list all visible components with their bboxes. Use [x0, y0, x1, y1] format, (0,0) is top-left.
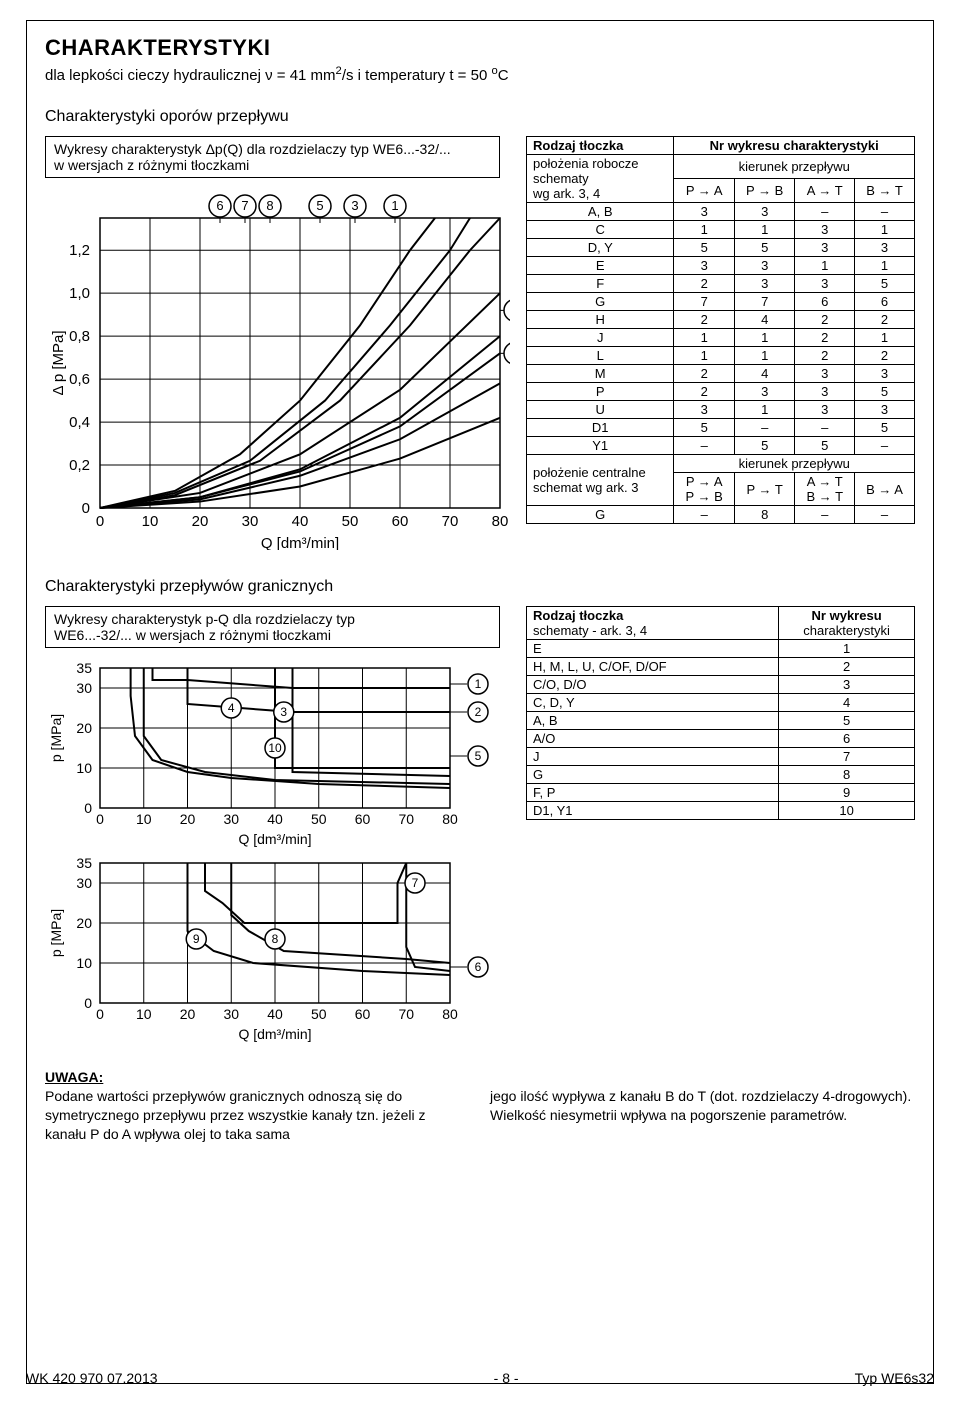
- svg-text:30: 30: [76, 680, 92, 696]
- svg-text:50: 50: [342, 513, 359, 530]
- svg-text:Q [dm³/min]: Q [dm³/min]: [238, 831, 311, 847]
- subtitle-prefix: dla lepkości cieczy hydraulicznej ν = 41…: [45, 67, 336, 84]
- notes-row: UWAGA: Podane wartości przepływów granic…: [45, 1068, 915, 1144]
- svg-text:8: 8: [266, 198, 273, 213]
- chart1-wrap: 0 10 20 30 40 50 60 70 80 0 0,2 0,4 0,6 0,8 1,0 1,2 6 7 8 5…: [45, 190, 510, 550]
- svg-text:1: 1: [391, 198, 398, 213]
- svg-text:20: 20: [180, 1006, 196, 1022]
- table1-box: Rodzaj tłoczkaNr wykresu charakterystyki…: [526, 136, 915, 524]
- chart3-svg: 0 10 20 30 40 50 60 70 80 0 10 20 30 35 6 7 8 9 Q [dm³/min…: [45, 855, 510, 1050]
- svg-text:0,6: 0,6: [69, 371, 90, 388]
- footer-center: - 8 -: [494, 1370, 519, 1386]
- svg-text:7: 7: [241, 198, 248, 213]
- svg-text:10: 10: [268, 741, 282, 755]
- svg-text:80: 80: [442, 811, 458, 827]
- svg-text:50: 50: [311, 811, 327, 827]
- svg-text:0: 0: [84, 800, 92, 816]
- chart1-column: Wykresy charakterystyk Δp(Q) dla rozdzie…: [45, 136, 510, 550]
- svg-text:5: 5: [475, 749, 482, 763]
- svg-text:40: 40: [267, 1006, 283, 1022]
- svg-text:0: 0: [96, 513, 104, 530]
- svg-text:5: 5: [316, 198, 323, 213]
- svg-text:30: 30: [76, 875, 92, 891]
- svg-text:60: 60: [392, 513, 409, 530]
- uwaga-label: UWAGA:: [45, 1069, 103, 1085]
- svg-text:0,2: 0,2: [69, 457, 90, 474]
- footer-left: WK 420 970 07.2013: [26, 1370, 158, 1386]
- svg-text:1,0: 1,0: [69, 285, 90, 302]
- svg-text:10: 10: [76, 760, 92, 776]
- svg-text:70: 70: [442, 513, 459, 530]
- svg-text:10: 10: [136, 1006, 152, 1022]
- chart2-svg: 0 10 20 30 40 50 60 70 80 0 10 20 30 35 1 2 3 4 5 10 Q [dm³/…: [45, 660, 510, 855]
- svg-text:10: 10: [142, 513, 159, 530]
- page-title: CHARAKTERYSTYKI: [45, 35, 915, 61]
- svg-text:20: 20: [192, 513, 209, 530]
- svg-text:40: 40: [292, 513, 309, 530]
- svg-text:30: 30: [223, 1006, 239, 1022]
- svg-text:0,8: 0,8: [69, 328, 90, 345]
- notes-left: Podane wartości przepływów granicznych o…: [45, 1088, 425, 1142]
- svg-text:60: 60: [355, 1006, 371, 1022]
- svg-text:p [MPa]: p [MPa]: [48, 714, 64, 762]
- svg-text:30: 30: [223, 811, 239, 827]
- chart1-svg: 0 10 20 30 40 50 60 70 80 0 0,2 0,4 0,6 0,8 1,0 1,2 6 7 8 5…: [45, 190, 510, 550]
- svg-text:3: 3: [351, 198, 358, 213]
- svg-text:2: 2: [475, 705, 482, 719]
- svg-text:1: 1: [475, 677, 482, 691]
- svg-text:35: 35: [76, 660, 92, 676]
- svg-text:7: 7: [412, 876, 419, 890]
- svg-text:1,2: 1,2: [69, 242, 90, 259]
- svg-text:6: 6: [475, 960, 482, 974]
- footer: WK 420 970 07.2013 - 8 - Typ WE6s32: [26, 1370, 934, 1386]
- chart2-caption: Wykresy charakterystyk p-Q dla rozdziela…: [45, 606, 500, 648]
- svg-text:20: 20: [76, 915, 92, 931]
- svg-text:35: 35: [76, 855, 92, 871]
- svg-text:10: 10: [136, 811, 152, 827]
- chart1-caption: Wykresy charakterystyk Δp(Q) dla rozdzie…: [45, 136, 500, 178]
- svg-text:Δ p [MPa]: Δ p [MPa]: [50, 330, 67, 395]
- svg-text:4: 4: [228, 701, 235, 715]
- svg-text:70: 70: [398, 1006, 414, 1022]
- svg-text:0: 0: [82, 500, 90, 517]
- svg-text:6: 6: [216, 198, 223, 213]
- section1-heading: Charakterystyki oporów przepływu: [45, 108, 915, 126]
- subtitle-mid: /s i temperatury t = 50: [342, 67, 492, 84]
- svg-text:40: 40: [267, 811, 283, 827]
- chart23-column: Wykresy charakterystyk p-Q dla rozdziela…: [45, 606, 510, 1050]
- page-subtitle: dla lepkości cieczy hydraulicznej ν = 41…: [45, 65, 915, 84]
- svg-text:50: 50: [311, 1006, 327, 1022]
- table2-box: Rodzaj tłoczkaschematy - ark. 3, 4Nr wyk…: [526, 606, 915, 820]
- svg-text:20: 20: [76, 720, 92, 736]
- notes-right: jego ilość wypływa z kanału B do T (dot.…: [490, 1088, 911, 1123]
- svg-text:80: 80: [442, 1006, 458, 1022]
- svg-text:30: 30: [242, 513, 259, 530]
- subtitle-c: C: [498, 67, 509, 84]
- svg-text:p [MPa]: p [MPa]: [48, 909, 64, 957]
- svg-text:9: 9: [193, 932, 200, 946]
- svg-text:80: 80: [492, 513, 509, 530]
- table2: Rodzaj tłoczkaschematy - ark. 3, 4Nr wyk…: [526, 606, 915, 820]
- svg-text:8: 8: [272, 932, 279, 946]
- svg-text:10: 10: [76, 955, 92, 971]
- svg-text:20: 20: [180, 811, 196, 827]
- svg-text:0: 0: [96, 1006, 104, 1022]
- svg-text:60: 60: [355, 811, 371, 827]
- svg-text:Q [dm³/min]: Q [dm³/min]: [238, 1026, 311, 1042]
- section2-heading: Charakterystyki przepływów granicznych: [45, 578, 915, 596]
- svg-text:0: 0: [84, 995, 92, 1011]
- svg-text:0,4: 0,4: [69, 414, 90, 431]
- svg-text:Q [dm³/min]: Q [dm³/min]: [261, 535, 339, 550]
- svg-text:70: 70: [398, 811, 414, 827]
- table1: Rodzaj tłoczkaNr wykresu charakterystyki…: [526, 136, 915, 524]
- svg-text:0: 0: [96, 811, 104, 827]
- footer-right: Typ WE6s32: [855, 1370, 934, 1386]
- svg-text:3: 3: [280, 705, 287, 719]
